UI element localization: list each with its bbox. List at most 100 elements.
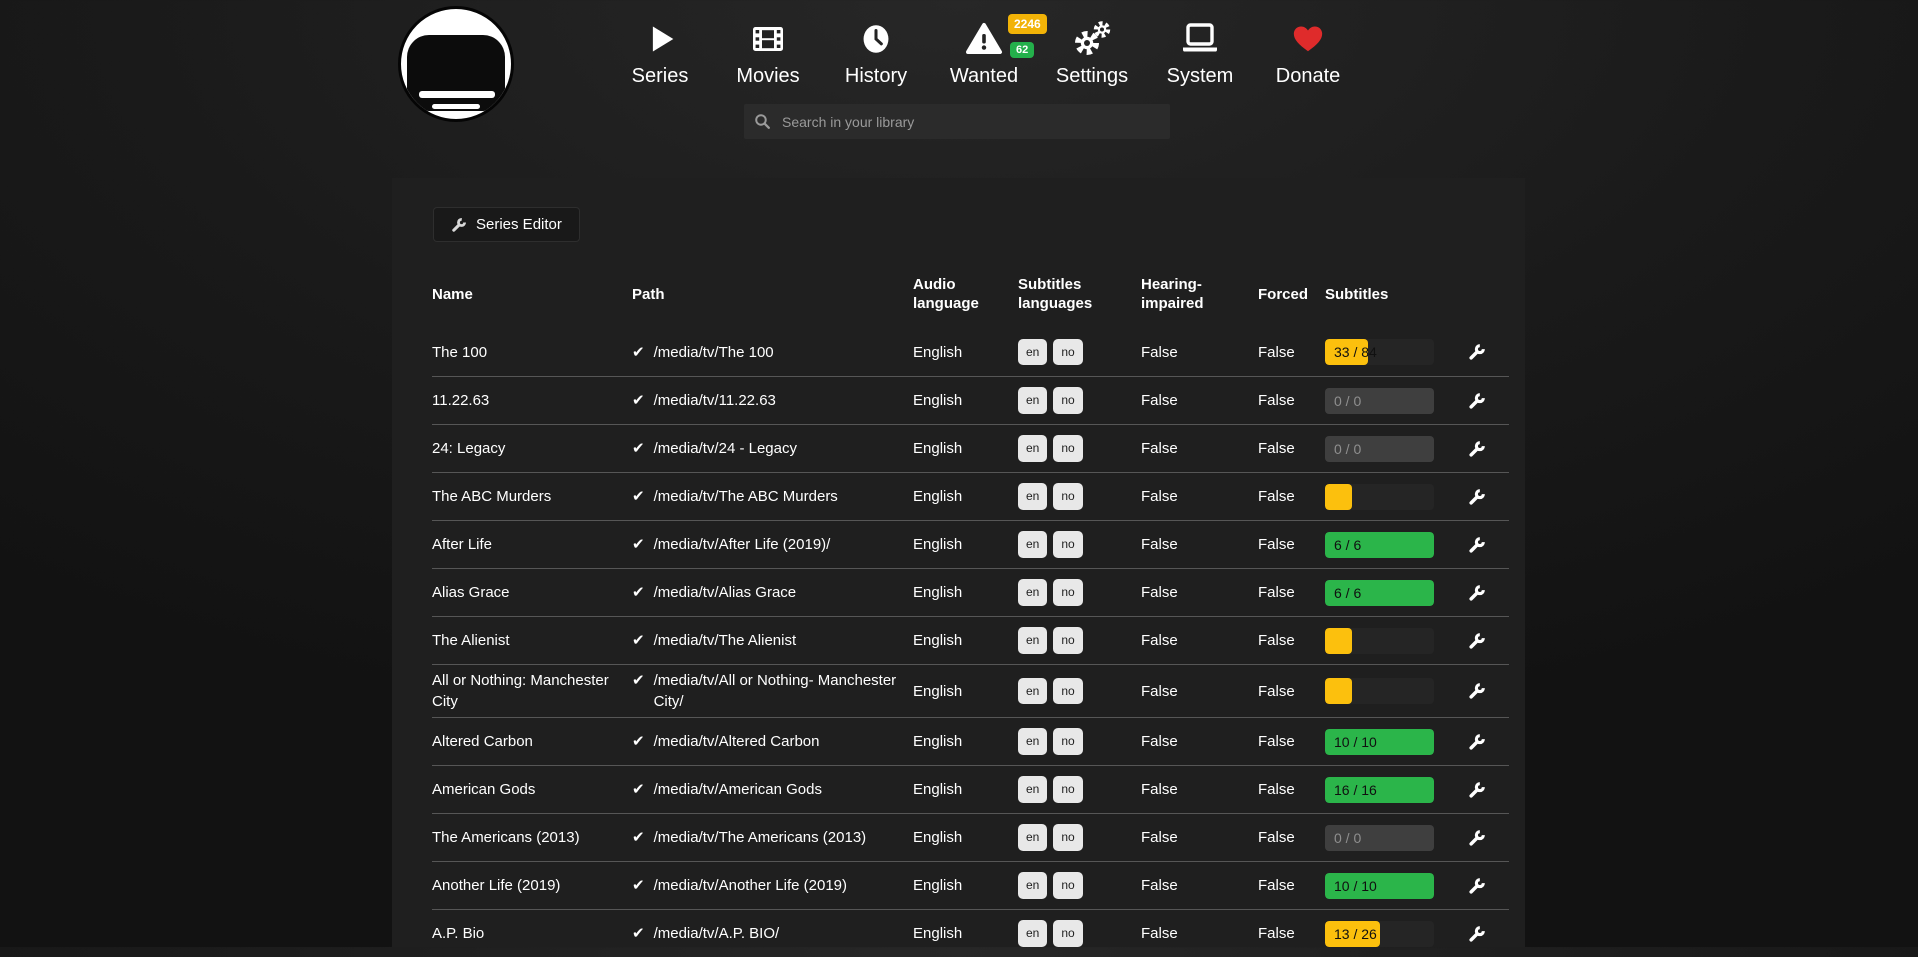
wrench-icon[interactable]: [1468, 343, 1486, 361]
forced-value: False: [1258, 877, 1295, 894]
series-path-cell: ✔ /media/tv/Another Life (2019): [632, 875, 909, 896]
series-name: Altered Carbon: [432, 733, 533, 750]
forced-value: False: [1258, 392, 1295, 409]
subtitles-languages-cell: en no: [1014, 579, 1137, 606]
wrench-icon[interactable]: [1468, 925, 1486, 943]
table-row: Altered Carbon ✔ /media/tv/Altered Carbo…: [432, 717, 1509, 765]
language-badge: en: [1018, 872, 1048, 899]
row-actions: [1444, 682, 1509, 700]
column-header-subtitles-languages: Subtitles languages: [1018, 276, 1093, 312]
nav-item-movies[interactable]: Movies: [714, 14, 822, 88]
subtitles-progress-bar: 33 / 84: [1325, 339, 1434, 365]
row-actions: [1444, 733, 1509, 751]
subtitles-progress-bar: 6 / 6: [1325, 579, 1434, 606]
wrench-icon[interactable]: [1468, 440, 1486, 458]
nav-item-series[interactable]: Series: [606, 14, 714, 88]
check-icon: ✔: [632, 391, 645, 409]
subtitles-cell: 10 / 10: [1321, 872, 1444, 899]
series-editor-button[interactable]: Series Editor: [433, 207, 580, 242]
nav-item-settings[interactable]: Settings: [1038, 14, 1146, 88]
bazarr-logo[interactable]: [398, 6, 514, 122]
series-path: /media/tv/24 - Legacy: [653, 440, 797, 457]
wrench-icon[interactable]: [1468, 584, 1486, 602]
series-name: A.P. Bio: [432, 925, 485, 942]
subtitles-progress-bar: 13 / 26: [1325, 920, 1434, 947]
row-actions: [1444, 925, 1509, 943]
search-icon: [755, 114, 770, 129]
table-row: The ABC Murders ✔ /media/tv/The ABC Murd…: [432, 472, 1509, 520]
forced-value: False: [1258, 536, 1295, 553]
wrench-icon[interactable]: [1468, 632, 1486, 650]
hearing-impaired-value: False: [1141, 682, 1178, 700]
progress-fill: [1325, 483, 1353, 510]
series-path: /media/tv/American Gods: [653, 781, 822, 798]
wanted-count-badge: 2246: [1008, 14, 1047, 34]
subtitles-languages-cell: en no: [1014, 776, 1137, 803]
series-name: The Americans (2013): [432, 829, 580, 846]
progress-label: 6 / 6: [1334, 536, 1362, 553]
wrench-icon[interactable]: [1468, 392, 1486, 410]
table-header: Name Path Audio language Subtitles langu…: [432, 262, 1509, 328]
nav-item-wanted[interactable]: Wanted 2246 62: [930, 14, 1047, 88]
audio-language-value: English: [913, 488, 963, 505]
series-path-cell: ✔ /media/tv/The Americans (2013): [632, 827, 909, 848]
check-icon: ✔: [632, 828, 645, 846]
progress-fill: [1325, 872, 1434, 899]
series-path-cell: ✔ /media/tv/11.22.63: [632, 390, 909, 411]
series-name: Alias Grace: [432, 584, 510, 601]
language-badge: no: [1053, 776, 1083, 803]
progress-label: 0 / 0: [1334, 440, 1362, 457]
column-header-audio-language: Audio language: [913, 276, 979, 312]
series-name: The 100: [432, 343, 488, 361]
language-badge: en: [1018, 483, 1048, 510]
wrench-icon[interactable]: [1468, 829, 1486, 847]
subtitles-progress-bar: [1325, 483, 1434, 510]
series-path: /media/tv/Another Life (2019): [653, 877, 848, 894]
wrench-icon[interactable]: [1468, 877, 1486, 895]
check-icon: ✔: [632, 535, 645, 553]
search-input[interactable]: [780, 112, 1160, 131]
subtitles-progress-bar: 6 / 6: [1325, 531, 1434, 558]
progress-label: 0 / 0: [1334, 829, 1362, 846]
column-header-path: Path: [632, 285, 665, 303]
language-badge: en: [1018, 627, 1048, 654]
series-editor-label: Series Editor: [476, 216, 562, 233]
wrench-icon[interactable]: [1468, 781, 1486, 799]
film-icon: [750, 14, 786, 64]
row-actions: [1444, 829, 1509, 847]
series-name: The Alienist: [432, 632, 510, 649]
wrench-icon[interactable]: [1468, 536, 1486, 554]
check-icon: ✔: [632, 780, 645, 798]
audio-language-value: English: [913, 925, 963, 942]
table-row: All or Nothing: Manchester City ✔ /media…: [432, 664, 1509, 717]
nav-item-system[interactable]: System: [1146, 14, 1254, 88]
audio-language-value: English: [913, 343, 963, 361]
nav-item-donate[interactable]: Donate: [1254, 14, 1362, 88]
hearing-impaired-value: False: [1141, 829, 1178, 846]
series-name: 11.22.63: [432, 392, 490, 409]
wrench-icon[interactable]: [1468, 682, 1486, 700]
nav-item-history[interactable]: History: [822, 14, 930, 88]
check-icon: ✔: [632, 631, 645, 649]
subtitles-languages-cell: en no: [1014, 531, 1137, 558]
language-badge: en: [1018, 728, 1048, 755]
audio-language-value: English: [913, 392, 963, 409]
subtitles-cell: 16 / 16: [1321, 776, 1444, 803]
forced-value: False: [1258, 440, 1295, 457]
language-badge: no: [1053, 579, 1083, 606]
series-path-cell: ✔ /media/tv/The Alienist: [632, 630, 909, 651]
series-path: /media/tv/The ABC Murders: [653, 488, 838, 505]
subtitles-cell: 6 / 6: [1321, 531, 1444, 558]
progress-fill: [1325, 579, 1434, 606]
row-actions: [1444, 781, 1509, 799]
forced-value: False: [1258, 488, 1295, 505]
wrench-icon[interactable]: [1468, 488, 1486, 506]
series-path: /media/tv/All or Nothing- Manchester Cit…: [653, 672, 897, 710]
forced-value: False: [1258, 781, 1295, 798]
column-header-subtitles: Subtitles: [1325, 285, 1389, 303]
language-badge: no: [1053, 338, 1083, 366]
wrench-icon[interactable]: [1468, 733, 1486, 751]
check-icon: ✔: [632, 732, 645, 750]
series-path: /media/tv/The Alienist: [653, 632, 797, 649]
hearing-impaired-value: False: [1141, 343, 1178, 361]
